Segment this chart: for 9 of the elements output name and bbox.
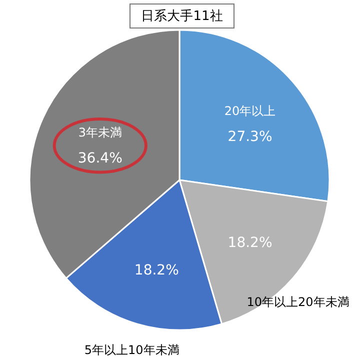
slice-label: 5年以上10年未満 [84,343,180,357]
slice-label: 3年未満 [78,126,122,140]
data-label: 18.2% [134,262,179,278]
data-label: 27.3% [228,129,272,146]
slice-label: 20年以上 [224,104,276,118]
data-label: 36.4% [78,150,122,167]
chart-title: 日系大手11社 [141,9,223,24]
data-label: 18.2% [228,234,272,251]
slice-label: 10年以上20年未満 [246,295,350,310]
